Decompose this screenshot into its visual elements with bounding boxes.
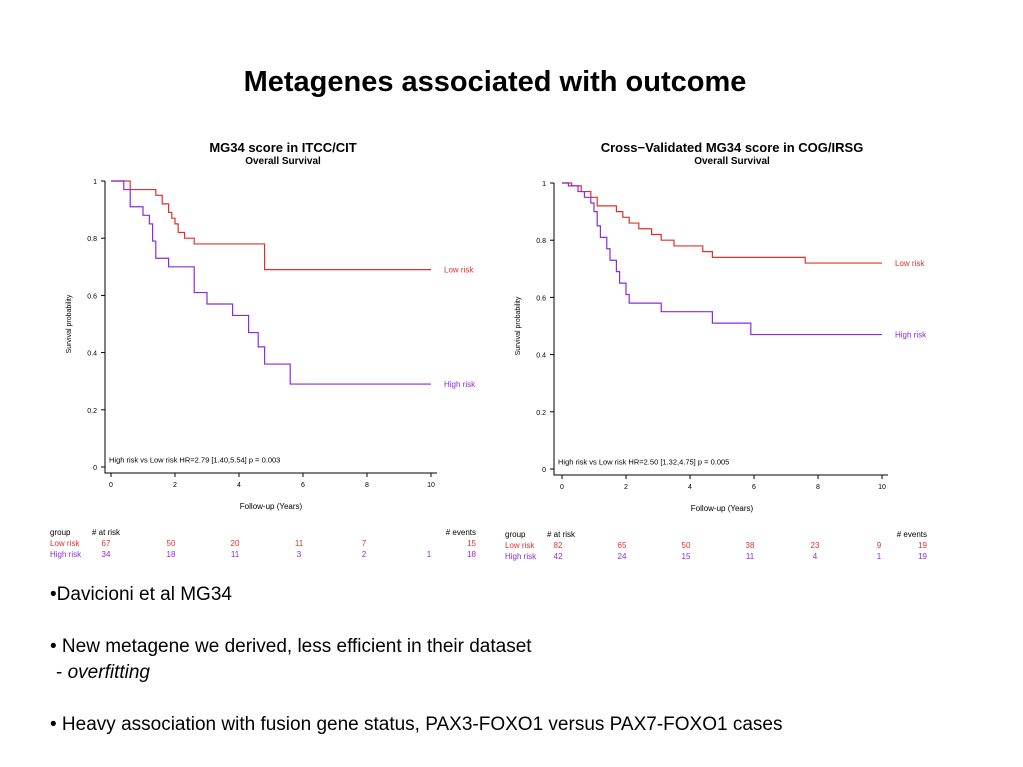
risk-table-at-risk-high-risk: 18 xyxy=(167,550,176,559)
risk-table-events-low-risk: 19 xyxy=(918,541,927,550)
risk-table-at-risk-high-risk: 11 xyxy=(231,550,240,559)
x-tick-label: 8 xyxy=(365,482,369,489)
y-tick-label: 1 xyxy=(93,179,97,186)
y-tick-label: 1 xyxy=(542,181,546,188)
y-tick-label: 0.6 xyxy=(87,293,97,300)
risk-table-at-risk-low-risk: 82 xyxy=(554,541,563,550)
risk-table-events-low-risk: 15 xyxy=(467,539,476,548)
curve-label-low-risk: Low risk xyxy=(895,259,925,268)
y-tick-label: 0 xyxy=(542,467,546,474)
y-tick-label: 0.2 xyxy=(87,408,97,415)
risk-table-at-risk-low-risk: 9 xyxy=(877,541,882,550)
y-tick-label: 0 xyxy=(93,465,97,472)
plot-frame xyxy=(104,181,437,474)
risk-table-events-high-risk: 18 xyxy=(467,550,476,559)
x-tick-label: 0 xyxy=(109,482,113,489)
risk-table-events-header: # events xyxy=(897,530,927,539)
risk-table-at-risk-high-risk: 1 xyxy=(877,552,882,561)
curve-label-high-risk: High risk xyxy=(444,380,476,389)
risk-table-at-risk-header: # at risk xyxy=(92,528,121,537)
bullet-new-metagene: • New metagene we derived, less efficien… xyxy=(50,636,532,657)
risk-table-at-risk-high-risk: 4 xyxy=(813,552,818,561)
risk-table-group-high-risk: High risk xyxy=(50,550,82,559)
risk-table-at-risk-low-risk: 11 xyxy=(295,539,304,548)
risk-table-group-low-risk: Low risk xyxy=(505,541,535,550)
y-tick-label: 0.6 xyxy=(536,295,546,302)
sub-bullet-overfitting: - overfitting xyxy=(56,662,150,684)
risk-table-at-risk-low-risk: 38 xyxy=(746,541,755,550)
risk-table-at-risk-high-risk: 24 xyxy=(618,552,627,561)
risk-table-at-risk-low-risk: 50 xyxy=(682,541,691,550)
curve-high-risk xyxy=(562,182,882,336)
risk-table-group-low-risk: Low risk xyxy=(50,539,80,548)
x-tick-label: 2 xyxy=(173,482,177,489)
risk-table-group-header: group xyxy=(50,528,71,537)
y-axis-label: Survival probability xyxy=(515,296,522,355)
hr-annotation: High risk vs Low risk HR=2.79 [1.40,5.54… xyxy=(109,456,280,465)
bullet-davicioni: •Davicioni et al MG34 xyxy=(50,584,232,605)
risk-table-events-header: # events xyxy=(446,528,476,537)
x-tick-label: 10 xyxy=(878,484,886,491)
y-tick-label: 0.4 xyxy=(536,353,546,360)
x-axis-label: Follow-up (Years) xyxy=(240,502,303,511)
sub-bullet-text: overfitting xyxy=(67,662,150,683)
curve-high-risk xyxy=(111,180,431,385)
chart-title: MG34 score in ITCC/CIT xyxy=(209,140,356,155)
risk-table-at-risk-header: # at risk xyxy=(547,530,576,539)
risk-table-group-high-risk: High risk xyxy=(505,552,537,561)
risk-table-at-risk-low-risk: 23 xyxy=(811,541,820,550)
slide-title: Metagenes associated with outcome xyxy=(243,66,747,98)
risk-table-at-risk-high-risk: 2 xyxy=(362,550,367,559)
risk-table-at-risk-low-risk: 7 xyxy=(362,539,367,548)
risk-table-at-risk-high-risk: 11 xyxy=(746,552,755,561)
curve-label-low-risk: Low risk xyxy=(444,266,474,275)
x-tick-label: 4 xyxy=(688,484,692,491)
curve-low-risk xyxy=(562,182,882,264)
x-tick-label: 4 xyxy=(237,482,241,489)
y-tick-label: 0.8 xyxy=(87,236,97,243)
risk-table-group-header: group xyxy=(505,530,526,539)
risk-table-at-risk-low-risk: 65 xyxy=(618,541,627,550)
y-tick-label: 0.8 xyxy=(536,238,546,245)
y-tick-label: 0.4 xyxy=(87,351,97,358)
x-tick-label: 2 xyxy=(624,484,628,491)
plot-frame xyxy=(553,183,888,476)
risk-table-at-risk-low-risk: 20 xyxy=(231,539,240,548)
risk-table-events-high-risk: 19 xyxy=(918,552,927,561)
x-axis-label: Follow-up (Years) xyxy=(691,504,754,513)
x-tick-label: 6 xyxy=(752,484,756,491)
km-plot-cog-irsg: Cross−Validated MG34 score in COG/IRSGOv… xyxy=(505,140,928,561)
risk-table-at-risk-high-risk: 42 xyxy=(554,552,563,561)
curve-label-high-risk: High risk xyxy=(895,331,927,340)
chart-title: Cross−Validated MG34 score in COG/IRSG xyxy=(601,140,864,155)
y-axis-label: Survival probability xyxy=(66,294,73,353)
x-tick-label: 8 xyxy=(816,484,820,491)
risk-table-at-risk-high-risk: 1 xyxy=(427,550,432,559)
sub-bullet-prefix: - xyxy=(56,662,68,683)
chart-subtitle: Overall Survival xyxy=(245,156,321,167)
curve-low-risk xyxy=(111,180,431,271)
chart-subtitle: Overall Survival xyxy=(694,156,770,167)
bullet-fusion-status: • Heavy association with fusion gene sta… xyxy=(50,714,783,735)
x-tick-label: 10 xyxy=(427,482,435,489)
risk-table-at-risk-low-risk: 67 xyxy=(102,539,111,548)
risk-table-at-risk-low-risk: 50 xyxy=(167,539,176,548)
hr-annotation: High risk vs Low risk HR=2.50 [1.32,4.75… xyxy=(558,458,729,467)
x-tick-label: 6 xyxy=(301,482,305,489)
x-tick-label: 0 xyxy=(560,484,564,491)
risk-table-at-risk-high-risk: 15 xyxy=(682,552,691,561)
risk-table-at-risk-high-risk: 34 xyxy=(102,550,111,559)
risk-table-at-risk-high-risk: 3 xyxy=(297,550,302,559)
y-tick-label: 0.2 xyxy=(536,410,546,417)
